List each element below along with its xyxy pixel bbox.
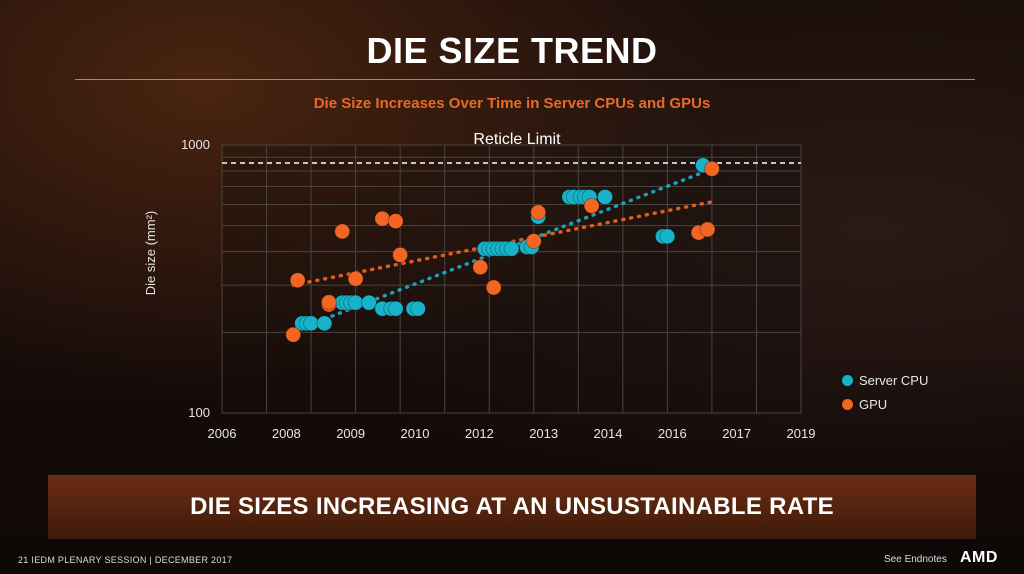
chart-subtitle: Die Size Increases Over Time in Server C… [313,95,711,112]
amd-logo: AMD [960,549,998,566]
y-tick-label: 100 [188,405,210,420]
chart-legend: Server CPU GPU [842,368,928,416]
x-tick-label: 2014 [594,426,623,441]
banner-text: DIE SIZES INCREASING AT AN UNSUSTAINABLE… [190,493,834,520]
data-point-gpu [392,246,409,263]
legend-item-server-cpu: Server CPU [842,368,928,392]
data-point-gpu [387,213,404,230]
chart-grid [221,144,802,414]
data-point-server-cpu [347,294,364,311]
data-point-server-cpu [410,300,426,317]
data-point-gpu [334,223,351,240]
data-point-gpu [699,221,716,238]
data-point-server-cpu [303,315,319,332]
reticle-limit-label: Reticle Limit [473,131,561,148]
x-tick-label: 2017 [722,426,751,441]
legend-label-gpu: GPU [859,396,888,412]
x-tick-label: 2010 [401,426,430,441]
data-point-gpu [704,160,720,177]
data-point-server-cpu [503,240,520,257]
data-point-gpu [530,204,547,221]
chart-axes: 2006 2008 2009 2010 2012 2013 2014 2016 2017 2019… [143,131,815,441]
data-point-server-cpu [316,315,333,332]
trendline-gpu [291,200,714,287]
x-tick-label: 2008 [272,426,301,441]
data-points [285,157,720,343]
x-tick-label: 2019 [787,426,816,441]
slide-title: DIE SIZE TREND [366,30,658,71]
conclusion-banner: DIE SIZES INCREASING AT AN UNSUSTAINABLE… [48,475,976,539]
data-point-server-cpu [361,294,377,311]
legend-label-server-cpu: Server CPU [859,372,929,388]
data-point-gpu [525,233,542,249]
data-point-gpu [347,270,364,287]
data-point-server-cpu [659,228,676,245]
legend-marker-server-cpu [842,374,853,386]
footer-endnotes-link[interactable]: See Endnotes [884,554,947,565]
y-tick-label: 1000 [181,137,210,152]
plot-area [221,144,802,414]
legend-item-gpu: GPU [842,392,928,416]
data-point-server-cpu [387,300,404,317]
legend-marker-gpu [842,398,853,410]
x-tick-label: 2016 [658,426,687,441]
data-point-gpu [320,294,337,311]
x-tick-label: 2006 [208,426,237,441]
x-tick-label: 2009 [336,426,365,441]
data-point-gpu [289,272,306,289]
die-size-chart: 2006 2008 2009 2010 2012 2013 2014 2016 2017 2019… [143,131,816,441]
y-axis-label: Die size (mm²) [143,211,158,296]
data-point-gpu [374,210,391,227]
data-point-gpu [285,326,302,343]
data-point-gpu [583,197,600,214]
data-point-gpu [485,279,502,296]
x-tick-label: 2012 [465,426,494,441]
x-tick-label: 2013 [529,426,558,441]
footer-session-info: 21 IEDM PLENARY SESSION | DECEMBER 2017 [18,555,233,565]
data-point-gpu [472,259,489,276]
title-divider [75,79,975,80]
data-point-server-cpu [597,189,613,205]
